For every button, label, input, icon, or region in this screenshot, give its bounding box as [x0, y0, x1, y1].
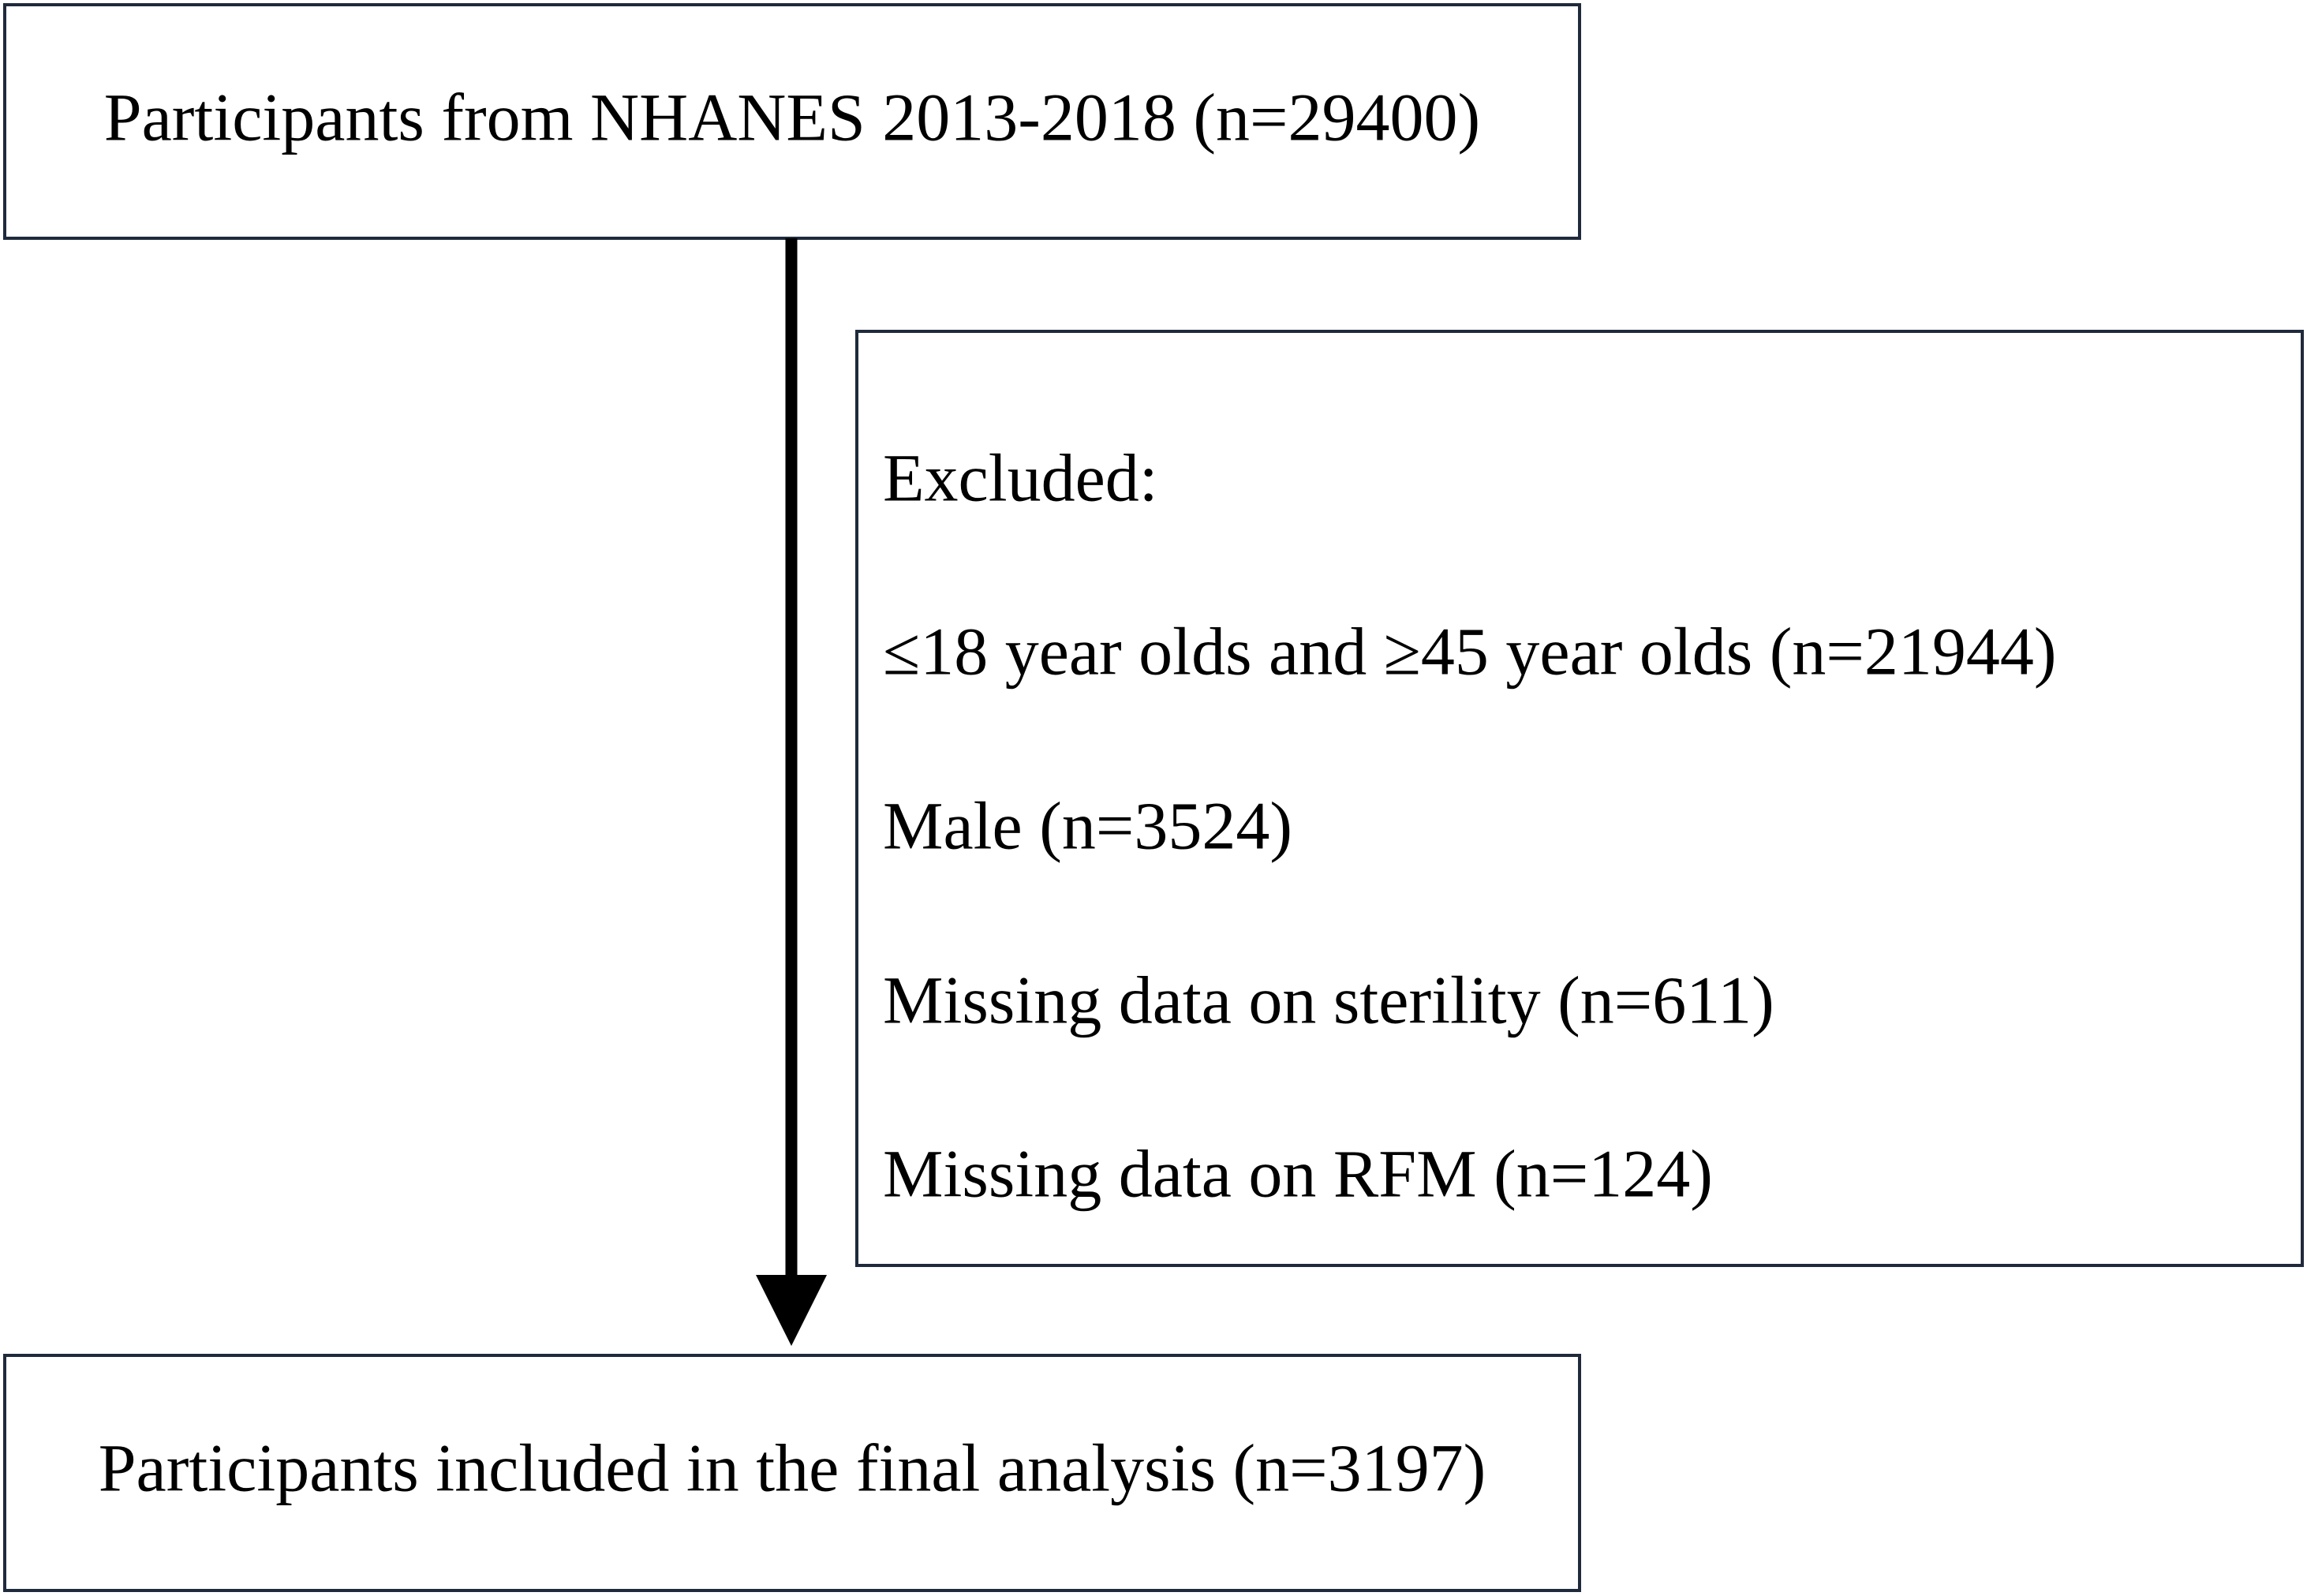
exclusion-title: Excluded: [883, 440, 1158, 516]
start-box [3, 3, 1581, 240]
final-box [3, 1354, 1581, 1592]
start-label: Participants from NHANES 2013-2018 (n=29… [104, 80, 1480, 155]
final-label: Participants included in the final analy… [99, 1430, 1486, 1506]
exclusion-box [855, 330, 2304, 1267]
exclusion-item: Male (n=3524) [883, 788, 1292, 864]
exclusion-item: ≤18 year olds and ≥45 year olds (n=21944… [883, 614, 2057, 690]
exclusion-item: Missing data on sterility (n=611) [883, 962, 1774, 1038]
exclusion-item: Missing data on RFM (n=124) [883, 1136, 1713, 1212]
